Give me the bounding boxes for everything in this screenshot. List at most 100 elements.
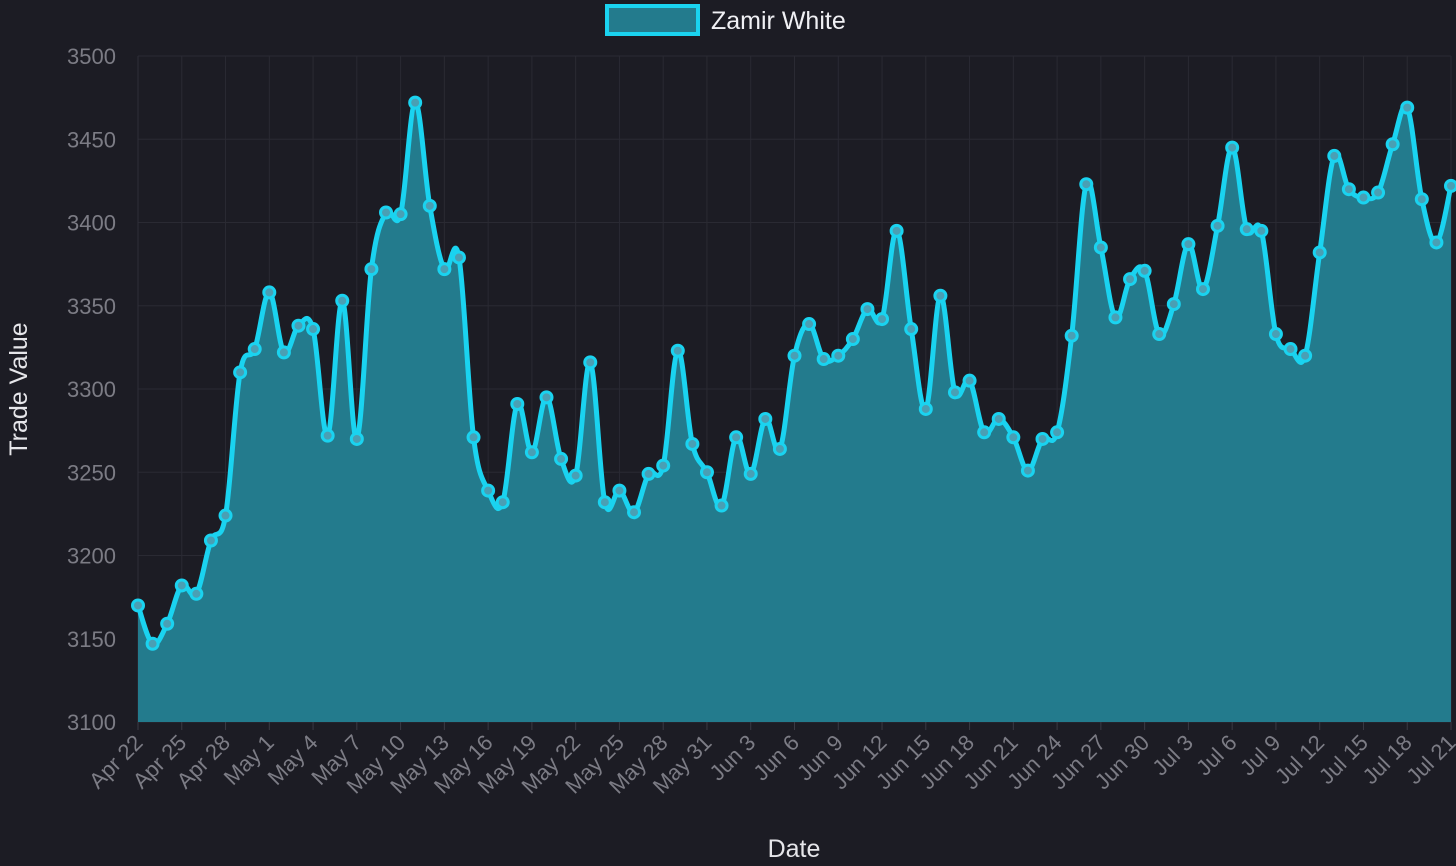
data-point[interactable] — [860, 302, 875, 317]
data-point[interactable] — [685, 436, 700, 451]
data-point[interactable] — [962, 373, 977, 388]
data-point[interactable] — [1283, 342, 1298, 357]
data-point[interactable] — [933, 288, 948, 303]
data-point[interactable] — [306, 322, 321, 337]
data-point[interactable] — [320, 428, 335, 443]
data-point[interactable] — [918, 401, 933, 416]
data-point[interactable] — [1254, 223, 1269, 238]
data-point[interactable] — [1152, 327, 1167, 342]
data-point[interactable] — [787, 348, 802, 363]
data-point[interactable] — [714, 498, 729, 513]
data-point[interactable] — [699, 465, 714, 480]
legend-swatch[interactable] — [605, 4, 700, 36]
data-point[interactable] — [1268, 327, 1283, 342]
data-point[interactable] — [831, 348, 846, 363]
data-point[interactable] — [1444, 178, 1456, 193]
data-point[interactable] — [451, 250, 466, 265]
data-point[interactable] — [422, 198, 437, 213]
data-point[interactable] — [977, 425, 992, 440]
data-point[interactable] — [262, 285, 277, 300]
data-point[interactable] — [335, 293, 350, 308]
data-point[interactable] — [203, 533, 218, 548]
data-point[interactable] — [466, 430, 481, 445]
y-tick-label: 3400 — [67, 211, 116, 236]
data-point[interactable] — [1050, 425, 1065, 440]
data-point[interactable] — [904, 322, 919, 337]
data-point[interactable] — [1429, 235, 1444, 250]
data-point[interactable] — [627, 505, 642, 520]
data-point[interactable] — [349, 431, 364, 446]
data-point[interactable] — [656, 458, 671, 473]
data-point[interactable] — [1079, 177, 1094, 192]
data-point[interactable] — [1371, 185, 1386, 200]
data-point[interactable] — [1225, 140, 1240, 155]
data-point[interactable] — [1137, 263, 1152, 278]
data-point[interactable] — [670, 343, 685, 358]
data-point[interactable] — [729, 430, 744, 445]
data-point[interactable] — [1181, 237, 1196, 252]
data-point[interactable] — [1385, 137, 1400, 152]
data-point[interactable] — [481, 483, 496, 498]
legend[interactable]: Zamir White — [605, 4, 846, 36]
data-point[interactable] — [554, 451, 569, 466]
data-point[interactable] — [524, 445, 539, 460]
data-point[interactable] — [583, 355, 598, 370]
data-point[interactable] — [510, 396, 525, 411]
data-point[interactable] — [1327, 148, 1342, 163]
data-point[interactable] — [174, 578, 189, 593]
data-point[interactable] — [1093, 240, 1108, 255]
data-point[interactable] — [1239, 222, 1254, 237]
data-point[interactable] — [233, 365, 248, 380]
data-point[interactable] — [1341, 182, 1356, 197]
data-point[interactable] — [379, 205, 394, 220]
data-point[interactable] — [597, 495, 612, 510]
data-point[interactable] — [991, 411, 1006, 426]
data-point[interactable] — [218, 508, 233, 523]
data-point[interactable] — [1356, 190, 1371, 205]
data-point[interactable] — [276, 345, 291, 360]
data-point[interactable] — [160, 616, 175, 631]
data-point[interactable] — [641, 466, 656, 481]
data-point[interactable] — [539, 390, 554, 405]
data-point[interactable] — [772, 441, 787, 456]
data-point[interactable] — [1195, 282, 1210, 297]
data-point[interactable] — [247, 342, 262, 357]
data-point[interactable] — [1400, 100, 1415, 115]
data-point[interactable] — [889, 223, 904, 238]
data-point[interactable] — [1166, 297, 1181, 312]
data-point[interactable] — [364, 262, 379, 277]
data-point[interactable] — [1123, 272, 1138, 287]
data-point[interactable] — [1064, 328, 1079, 343]
data-point[interactable] — [875, 312, 890, 327]
y-tick-label: 3200 — [67, 544, 116, 569]
data-point[interactable] — [291, 318, 306, 333]
data-point[interactable] — [743, 466, 758, 481]
data-point[interactable] — [1298, 348, 1313, 363]
data-point[interactable] — [1006, 430, 1021, 445]
data-point[interactable] — [495, 495, 510, 510]
y-tick-label: 3150 — [67, 627, 116, 652]
data-point[interactable] — [145, 636, 160, 651]
series-area — [138, 102, 1451, 723]
data-point[interactable] — [189, 586, 204, 601]
data-point[interactable] — [1108, 310, 1123, 325]
data-point[interactable] — [1035, 431, 1050, 446]
data-point[interactable] — [131, 598, 145, 613]
data-point[interactable] — [612, 483, 627, 498]
legend-label[interactable]: Zamir White — [711, 7, 846, 35]
data-point[interactable] — [408, 95, 423, 110]
data-point[interactable] — [437, 262, 452, 277]
data-point[interactable] — [393, 207, 408, 222]
data-point[interactable] — [845, 332, 860, 347]
data-point[interactable] — [1312, 245, 1327, 260]
data-point[interactable] — [1414, 192, 1429, 207]
data-point[interactable] — [816, 352, 831, 367]
data-point[interactable] — [1210, 218, 1225, 233]
y-axis-title: Trade Value — [5, 322, 33, 455]
data-point[interactable] — [802, 317, 817, 332]
data-point[interactable] — [758, 411, 773, 426]
data-point[interactable] — [568, 468, 583, 483]
data-point[interactable] — [947, 385, 962, 400]
data-point[interactable] — [1020, 463, 1035, 478]
